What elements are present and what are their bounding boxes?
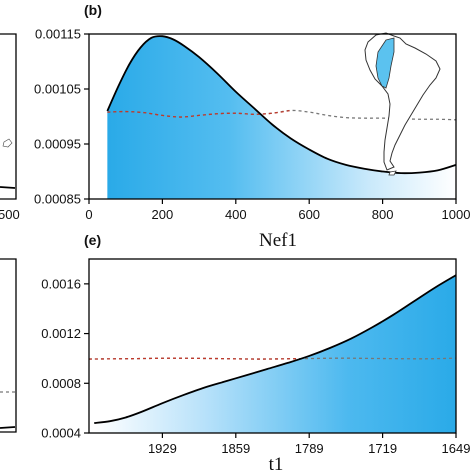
panel-e-xtick-label-2: 1789 bbox=[295, 441, 324, 456]
south-america-map-inset bbox=[364, 32, 441, 176]
left-fragment-top-map bbox=[2, 138, 13, 148]
panel-e-dashed-line-red bbox=[89, 357, 299, 360]
panel-b: (b) 0 200 400 600 800 1000 0.001150.001050.00… bbox=[34, 2, 470, 251]
panel-b-x-ticks: 0 200 400 600 800 1000 bbox=[85, 199, 470, 222]
panel-b-xtick-label-4: 800 bbox=[372, 207, 394, 222]
panel-b-xtick-label-0: 0 bbox=[85, 207, 92, 222]
left-fragment-top-frame bbox=[0, 33, 17, 200]
panel-e-ytick-label-2: 0.0008 bbox=[41, 376, 81, 391]
panel-b-x-axis-title: Nef1 bbox=[259, 230, 297, 251]
panel-e-y-ticks: 0.0016 0.0012 0.0008 0.0004 bbox=[41, 276, 89, 441]
left-fragment-bottom-curve bbox=[0, 426, 16, 429]
panel-b-xtick-label-1: 200 bbox=[152, 207, 174, 222]
panel-e-ytick-label-3: 0.0004 bbox=[41, 426, 81, 441]
panel-e-curve bbox=[94, 274, 456, 424]
panel-e-xtick-label-3: 1719 bbox=[368, 441, 397, 456]
panel-e-x-axis-title: t1 bbox=[269, 454, 284, 474]
panel-b-area-fill bbox=[107, 36, 456, 199]
panel-b-curve bbox=[106, 35, 456, 175]
panel-e-xtick-label-4: 1649 bbox=[442, 441, 471, 456]
panel-e-xtick-label-1: 1859 bbox=[221, 441, 250, 456]
south-america-outline bbox=[364, 32, 441, 171]
island-tip bbox=[388, 170, 397, 176]
left-fragment-bottom bbox=[0, 258, 17, 433]
panel-b-plot-frame bbox=[88, 33, 457, 200]
panel-e-ytick-label-1: 0.0012 bbox=[41, 326, 81, 341]
left-fragment-top-xtick: 500 bbox=[0, 207, 20, 222]
panel-b-xtick-label-3: 600 bbox=[298, 207, 320, 222]
panel-b-ytick-label-3: 0.00085 bbox=[34, 192, 81, 207]
highlighted-region bbox=[375, 37, 395, 89]
panel-e: (e) 1929 1859 1789 1719 1649 0.00160.00120.0… bbox=[41, 232, 470, 474]
panel-b-xtick-label-5: 1000 bbox=[442, 207, 471, 222]
panel-b-letter: (b) bbox=[84, 2, 102, 18]
left-fragment-top-curve bbox=[0, 186, 16, 189]
panel-b-ytick-label-0: 0.00115 bbox=[35, 27, 81, 42]
panel-b-xtick-label-2: 400 bbox=[225, 207, 247, 222]
panel-b-ytick-label-1: 0.00105 bbox=[34, 82, 81, 97]
left-fragment-top: 500 bbox=[0, 33, 20, 222]
panel-e-letter: (e) bbox=[84, 232, 101, 248]
panel-e-x-axis-title-main: t1 bbox=[269, 454, 284, 474]
left-fragment-bottom-frame bbox=[0, 258, 17, 433]
panel-e-x-ticks: 1929 1859 1789 1719 1649 bbox=[148, 433, 471, 456]
panel-b-y-ticks: 0.00115 0.00105 0.00095 0.00085 bbox=[34, 27, 89, 207]
panel-e-plot-frame bbox=[88, 258, 457, 434]
panel-e-area-fill bbox=[94, 275, 456, 433]
panel-e-ytick-label-0: 0.0016 bbox=[41, 276, 81, 291]
panel-e-xtick-label-0: 1929 bbox=[148, 441, 177, 456]
panel-b-ytick-label-2: 0.00095 bbox=[34, 137, 81, 152]
